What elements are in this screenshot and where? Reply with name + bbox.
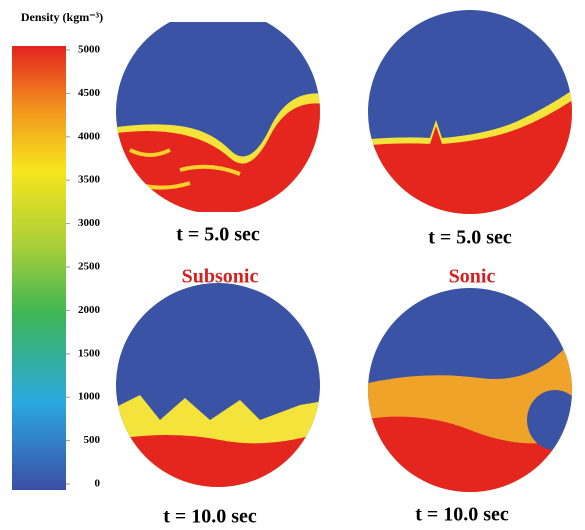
tick-label: 2500 [78,261,101,273]
tick-label: 3000 [78,217,101,229]
tick-label: 1500 [78,347,101,359]
panel-subsonic-5 [116,22,320,212]
tick-label: 500 [84,434,101,446]
tick-label: 1000 [78,391,101,403]
panel-subsonic-10 [116,283,320,487]
time-label: t = 5.0 sec [176,224,260,246]
colorbar-title: Density (kgm⁻³) [21,10,103,24]
regime-label: Sonic [449,266,496,288]
panel-sonic-5 [368,10,572,214]
colorbar [12,46,66,490]
time-label: t = 10.0 sec [163,506,257,528]
tick-label: 4500 [78,87,101,99]
tick-label: 0 [95,478,101,490]
tick-label: 5000 [78,44,101,56]
tick-label: 3500 [78,174,101,186]
regime-label: Subsonic [182,266,259,288]
tick-label: 4000 [78,130,101,142]
time-label: t = 5.0 sec [428,227,512,249]
tick-label: 2000 [78,304,101,316]
time-label: t = 10.0 sec [415,504,509,526]
panel-sonic-10 [368,288,572,492]
